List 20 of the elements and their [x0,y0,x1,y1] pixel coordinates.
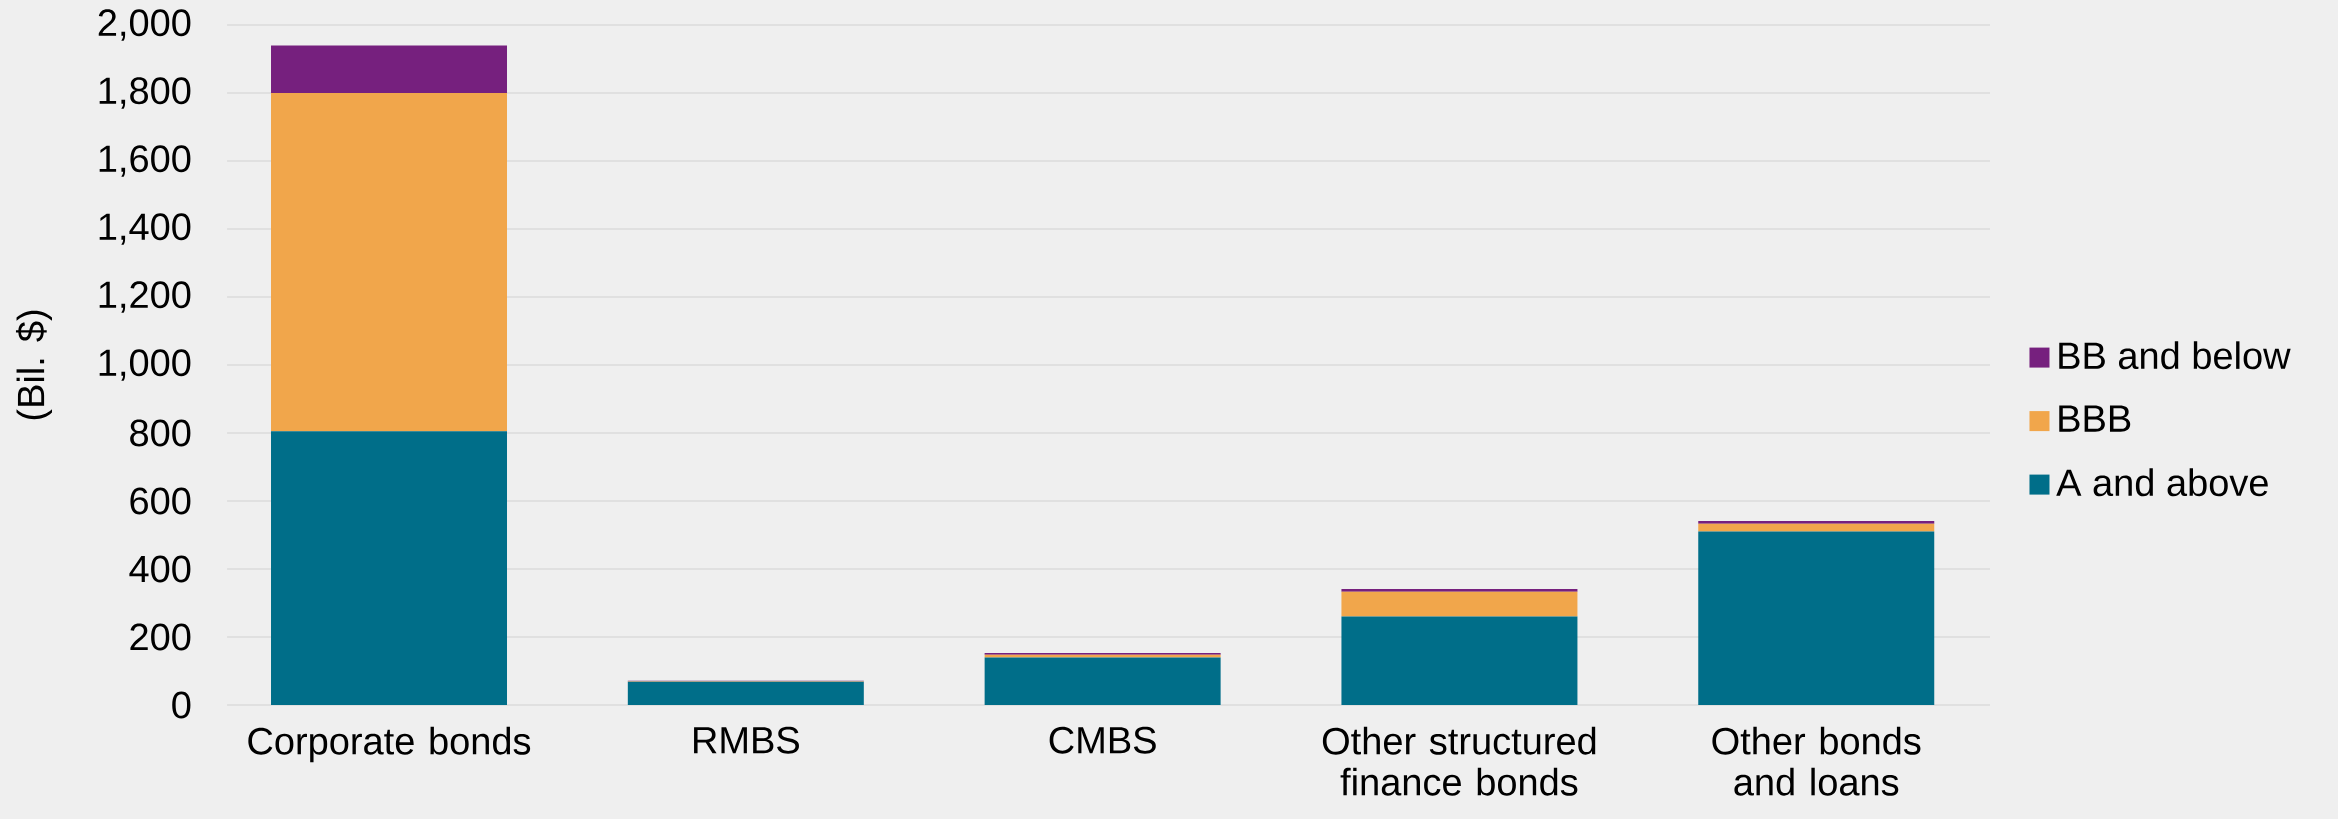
y-tick-label: 1,800 [99,77,191,109]
x-tick-label: Other structured finance bonds [1322,726,1596,796]
y-tick-label: 1,200 [99,281,191,313]
x-tick-label: CMBS [1049,726,1156,754]
y-tick-label: 0 [172,691,191,719]
y-tick-label: 400 [129,555,191,583]
y-tick-label: 1,600 [99,145,191,177]
y-tick-label: 600 [130,487,191,515]
legend-label: A and above [2056,468,2268,497]
legend-label: BBB [2059,405,2131,432]
x-tick-label: Corporate bonds [248,726,531,763]
y-tick-label: 1,400 [99,213,191,245]
y-tick-label: 1,000 [99,349,191,381]
y-tick-label: 2,000 [98,9,191,41]
y-tick-label: 200 [130,623,191,651]
legend-label: BB and below [2059,341,2291,370]
y-axis-title: (Bil. $) [15,310,52,420]
y-tick-label: 800 [130,419,191,447]
x-tick-label: RMBS [694,726,799,754]
x-tick-label: Other bonds and loans [1712,726,1921,796]
